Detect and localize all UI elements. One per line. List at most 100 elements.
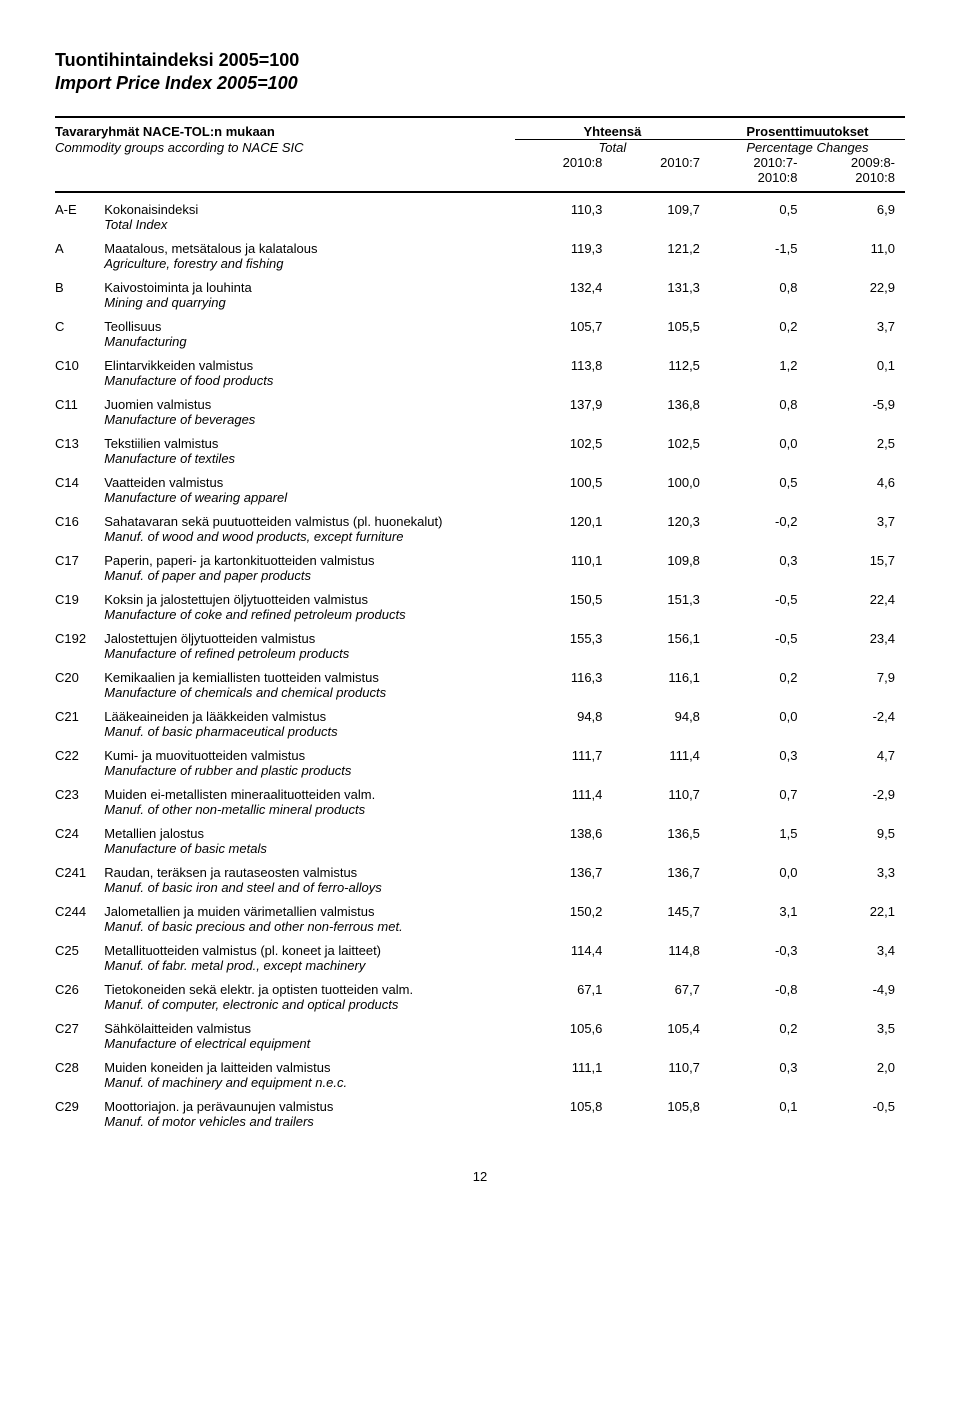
row-label-fi: Koksin ja jalostettujen öljytuotteiden v…: [104, 583, 515, 607]
row-value: 114,8: [612, 934, 710, 958]
table-row: C28Muiden koneiden ja laitteiden valmist…: [55, 1051, 905, 1075]
hdr-c4b: 2010:8: [807, 170, 905, 185]
row-value: 120,1: [515, 505, 613, 529]
hdr-group-fi: Tavararyhmät NACE-TOL:n mukaan: [55, 124, 515, 140]
row-label-fi: Metallituotteiden valmistus (pl. koneet …: [104, 934, 515, 958]
hdr-group-en: Commodity groups according to NACE SIC: [55, 140, 515, 156]
row-label-en: Manuf. of basic precious and other non-f…: [104, 919, 515, 934]
table-row: C24Metallien jalostus138,6136,51,59,5: [55, 817, 905, 841]
row-value: 105,5: [612, 310, 710, 334]
row-label-en: Agriculture, forestry and fishing: [104, 256, 515, 271]
row-value: 22,1: [807, 895, 905, 919]
row-value: 3,5: [807, 1012, 905, 1036]
table-row-sub: Manuf. of paper and paper products: [55, 568, 905, 583]
row-value: 3,7: [807, 505, 905, 529]
row-label-en: Manuf. of basic pharmaceutical products: [104, 724, 515, 739]
table-row: C10Elintarvikkeiden valmistus113,8112,51…: [55, 349, 905, 373]
table-row-sub: Manufacture of basic metals: [55, 841, 905, 856]
row-value: 15,7: [807, 544, 905, 568]
table-row-sub: Manufacture of wearing apparel: [55, 490, 905, 505]
row-value: 151,3: [612, 583, 710, 607]
table-row-sub: Manuf. of basic iron and steel and of fe…: [55, 880, 905, 895]
table-row: C19Koksin ja jalostettujen öljytuotteide…: [55, 583, 905, 607]
row-value: 0,0: [710, 856, 808, 880]
row-value: 0,0: [710, 700, 808, 724]
row-label-en: Manufacture of electrical equipment: [104, 1036, 515, 1051]
row-value: 116,3: [515, 661, 613, 685]
table-row: C11Juomien valmistus137,9136,80,8-5,9: [55, 388, 905, 412]
row-value: 0,0: [710, 427, 808, 451]
row-label-en: Manuf. of fabr. metal prod., except mach…: [104, 958, 515, 973]
hdr-total-en: Total: [515, 140, 710, 156]
row-value: 105,6: [515, 1012, 613, 1036]
row-value: 119,3: [515, 232, 613, 256]
table-row-sub: Manufacture of textiles: [55, 451, 905, 466]
row-value: -5,9: [807, 388, 905, 412]
table-row: C192Jalostettujen öljytuotteiden valmist…: [55, 622, 905, 646]
row-label-en: Manuf. of basic iron and steel and of fe…: [104, 880, 515, 895]
row-value: 121,2: [612, 232, 710, 256]
row-value: 3,3: [807, 856, 905, 880]
row-value: 105,8: [612, 1090, 710, 1114]
row-value: 150,2: [515, 895, 613, 919]
row-code: C29: [55, 1090, 104, 1114]
row-value: 138,6: [515, 817, 613, 841]
row-value: -0,3: [710, 934, 808, 958]
row-value: 0,1: [807, 349, 905, 373]
row-value: 11,0: [807, 232, 905, 256]
row-value: 22,4: [807, 583, 905, 607]
row-label-fi: Maatalous, metsätalous ja kalatalous: [104, 232, 515, 256]
row-value: 145,7: [612, 895, 710, 919]
row-value: -0,5: [710, 583, 808, 607]
row-value: 4,7: [807, 739, 905, 763]
hdr-pct-fi: Prosenttimuutokset: [710, 124, 905, 140]
hdr-c3a: 2010:7-: [710, 155, 808, 170]
row-value: -0,5: [710, 622, 808, 646]
row-value: 3,1: [710, 895, 808, 919]
table-row: CTeollisuus105,7105,50,23,7: [55, 310, 905, 334]
row-value: 100,5: [515, 466, 613, 490]
row-value: -2,4: [807, 700, 905, 724]
table-row: BKaivostoiminta ja louhinta132,4131,30,8…: [55, 271, 905, 295]
row-label-fi: Tekstiilien valmistus: [104, 427, 515, 451]
table-row: C22Kumi- ja muovituotteiden valmistus111…: [55, 739, 905, 763]
row-value: 110,3: [515, 192, 613, 217]
row-value: 132,4: [515, 271, 613, 295]
row-label-fi: Jalostettujen öljytuotteiden valmistus: [104, 622, 515, 646]
row-code: A-E: [55, 192, 104, 217]
table-row-sub: Manufacture of food products: [55, 373, 905, 388]
row-value: 111,7: [515, 739, 613, 763]
table-row: C23Muiden ei-metallisten mineraalituotte…: [55, 778, 905, 802]
row-code: C26: [55, 973, 104, 997]
row-value: 110,1: [515, 544, 613, 568]
row-value: 109,7: [612, 192, 710, 217]
table-row: AMaatalous, metsätalous ja kalatalous119…: [55, 232, 905, 256]
row-code: C20: [55, 661, 104, 685]
row-code: C19: [55, 583, 104, 607]
row-code: C: [55, 310, 104, 334]
row-value: 112,5: [612, 349, 710, 373]
row-code: C16: [55, 505, 104, 529]
row-code: C13: [55, 427, 104, 451]
table-row-sub: Manuf. of basic pharmaceutical products: [55, 724, 905, 739]
page-title-en: Import Price Index 2005=100: [55, 73, 905, 94]
table-row-sub: Agriculture, forestry and fishing: [55, 256, 905, 271]
row-code: C24: [55, 817, 104, 841]
table-row: C20Kemikaalien ja kemiallisten tuotteide…: [55, 661, 905, 685]
row-label-fi: Muiden ei-metallisten mineraalituotteide…: [104, 778, 515, 802]
row-value: 9,5: [807, 817, 905, 841]
table-row: C17Paperin, paperi- ja kartonkituotteide…: [55, 544, 905, 568]
row-value: 0,3: [710, 739, 808, 763]
row-code: C28: [55, 1051, 104, 1075]
row-code: B: [55, 271, 104, 295]
row-label-en: Manufacture of refined petroleum product…: [104, 646, 515, 661]
table-row-sub: Manufacturing: [55, 334, 905, 349]
row-value: 0,8: [710, 388, 808, 412]
table-row: C29Moottoriajon. ja perävaunujen valmist…: [55, 1090, 905, 1114]
row-value: 100,0: [612, 466, 710, 490]
row-label-fi: Kemikaalien ja kemiallisten tuotteiden v…: [104, 661, 515, 685]
table-row: C25Metallituotteiden valmistus (pl. kone…: [55, 934, 905, 958]
table-row: C14Vaatteiden valmistus100,5100,00,54,6: [55, 466, 905, 490]
row-code: C23: [55, 778, 104, 802]
row-value: 155,3: [515, 622, 613, 646]
